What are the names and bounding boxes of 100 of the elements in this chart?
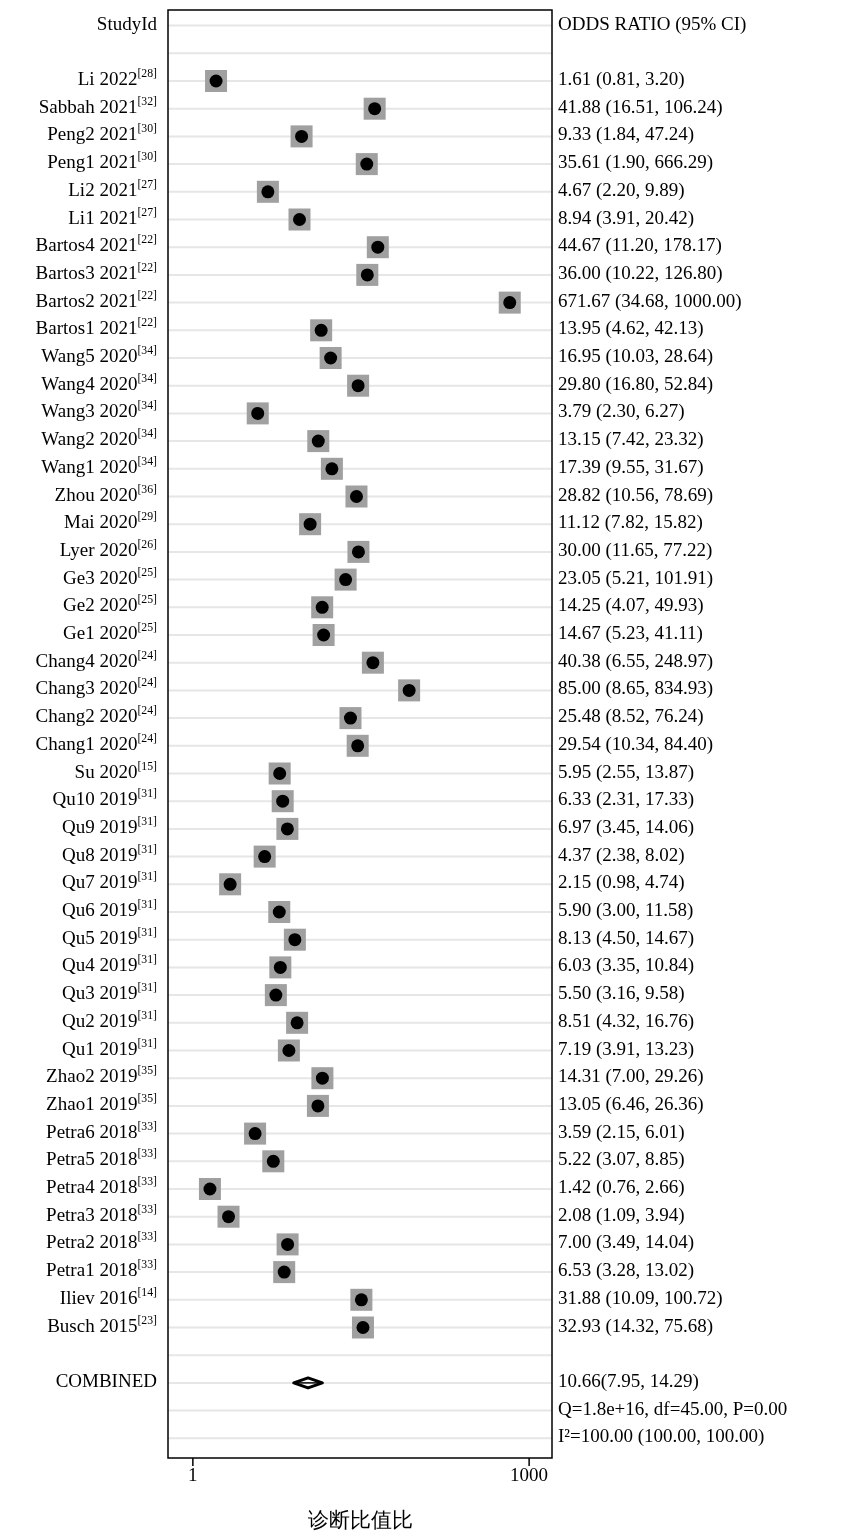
y-tick-label: Sabbah 2021$^{[32]}$ [38,94,158,118]
text: 36.00 (10.22, 126.80) [558,262,723,285]
y-tick-label: Peng2 2021$^{[30]}$ [47,122,158,145]
text: 5.90 (3.00, 11.58) [558,899,694,922]
text: 35.61 (1.90, 666.29) [558,151,714,174]
y-tick-label: Qu10 2019$^{[31]}$ [52,787,158,810]
y-tick-label: Wang5 2020$^{[34]}$ [41,344,158,367]
text: 14.31 (7.00, 29.26) [558,1065,704,1088]
x-axis-title: 诊断比值比 [307,1507,413,1532]
y-tick-label: Busch 2015$^{[23]}$ [47,1313,158,1336]
y-tick-label: Bartos1 2021$^{[22]}$ [35,316,158,339]
y-tick-label: Mai 2020$^{[29]}$ [64,510,158,533]
text: 25.48 (8.52, 76.24) [558,705,704,728]
text: 10.66(7.95, 14.29) [558,1370,699,1393]
text: 2.08 (1.09, 3.94) [558,1204,685,1227]
y-tick-label: Li 2022$^{[28]}$ [77,67,158,90]
text: 6.03 (3.35, 10.84) [558,954,695,977]
text: 23.05 (5.21, 101.91) [558,566,714,589]
text: 1.61 (0.81, 3.20) [558,68,685,91]
text: 14.67 (5.23, 41.11) [558,622,703,645]
text: 6.97 (3.45, 14.06) [558,816,695,839]
y-tick-label: Petra6 2018$^{[33]}$ [46,1119,158,1142]
y-tick-label: Petra3 2018$^{[33]}$ [46,1202,158,1226]
text: 5.22 (3.07, 8.85) [558,1148,685,1171]
y-tick-label: Li2 2021$^{[27]}$ [68,178,158,201]
y-tick-label: Chang4 2020$^{[24]}$ [35,648,158,672]
text: 29.80 (16.80, 52.84) [558,373,714,396]
y-tick-label: Qu4 2019$^{[31]}$ [61,953,158,976]
y-tick-label: Bartos4 2021$^{[22]}$ [35,233,158,256]
text: 85.00 (8.65, 834.93) [558,677,714,700]
text: Q=1.8e+16, df=45.00, P=0.00 [558,1397,788,1419]
text: 7.00 (3.49, 14.04) [558,1231,695,1254]
text: 13.05 (6.46, 26.36) [558,1093,704,1116]
text: 30.00 (11.65, 77.22) [558,539,713,562]
y-tick-label: Bartos3 2021$^{[22]}$ [35,261,158,284]
y-tick-label: Lyer 2020$^{[26]}$ [59,538,158,561]
text: 8.51 (4.32, 16.76) [558,1010,695,1033]
y-tick-label: Chang3 2020$^{[24]}$ [35,676,158,699]
text: 6.33 (2.31, 17.33) [558,788,695,811]
text: 8.94 (3.91, 20.42) [558,206,695,229]
text: 3.79 (2.30, 6.27) [558,400,685,423]
text: 5.50 (3.16, 9.58) [558,982,685,1005]
text: 9.33 (1.84, 47.24) [558,123,695,146]
text: 7.19 (3.91, 13.23) [558,1037,695,1060]
text: 31.88 (10.09, 100.72) [558,1287,723,1310]
y-tick-label: Chang1 2020$^{[24]}$ [35,732,158,755]
y-tick-label: Li1 2021$^{[27]}$ [68,205,158,228]
text: 2.15 (0.98, 4.74) [558,871,685,894]
y-tick-label: Chang2 2020$^{[24]}$ [35,704,158,727]
y-tick-label: Zhou 2020$^{[36]}$ [54,482,158,505]
text: 44.67 (11.20, 178.17) [558,234,722,257]
y-tick-label: Petra5 2018$^{[33]}$ [46,1147,158,1170]
text: 29.54 (10.34, 84.40) [558,733,714,756]
text: 40.38 (6.55, 248.97) [558,650,714,673]
y-tick-label: Qu2 2019$^{[31]}$ [61,1009,158,1032]
y-tick-label: Petra2 2018$^{[33]}$ [46,1230,158,1253]
y-tick-label: Iliev 2016$^{[14]}$ [59,1286,158,1309]
y-tick-label: Peng1 2021$^{[30]}$ [47,150,158,173]
text: 1.42 (0.76, 2.66) [558,1176,685,1199]
y-tick-label: Wang1 2020$^{[34]}$ [41,455,158,478]
y-tick-label: Qu7 2019$^{[31]}$ [61,870,158,893]
text: 32.93 (14.32, 75.68) [558,1314,714,1337]
text: 5.95 (2.55, 13.87) [558,760,695,783]
x-tick-label: 1000 [510,1464,549,1486]
y-tick-label: Zhao2 2019$^{[35]}$ [46,1064,158,1087]
y-tick-label: Wang3 2020$^{[34]}$ [41,399,158,422]
y-tick-label: Wang2 2020$^{[34]}$ [41,427,158,450]
y-tick-label: Bartos2 2021$^{[22]}$ [35,288,158,311]
y-tick-label: Su 2020$^{[15]}$ [74,759,158,782]
text: 4.37 (2.38, 8.02) [558,843,685,866]
y-tick-label: Petra1 2018$^{[33]}$ [46,1258,158,1281]
y-tick-label: Ge2 2020$^{[25]}$ [62,593,158,616]
text: ODDS RATIO (95% CI) [558,12,747,35]
text: 41.88 (16.51, 106.24) [558,96,723,119]
text: 6.53 (3.28, 13.02) [558,1259,695,1282]
y-tick-label: Qu8 2019$^{[31]}$ [61,842,158,865]
y-tick-label: Ge3 2020$^{[25]}$ [62,565,158,588]
y-tick-label: Ge1 2020$^{[25]}$ [62,621,158,644]
text: 671.67 (34.68, 1000.00) [558,289,742,312]
text: 8.13 (4.50, 14.67) [558,927,695,950]
y-tick-label: Qu5 2019$^{[31]}$ [61,925,158,949]
text: 13.15 (7.42, 23.32) [558,428,704,451]
text: 3.59 (2.15, 6.01) [558,1120,685,1143]
y-tick-label: Qu3 2019$^{[31]}$ [61,981,158,1004]
y-axis-title: StudyId [96,12,158,34]
text: 14.25 (4.07, 49.93) [558,594,704,617]
text: 28.82 (10.56, 78.69) [558,483,714,506]
text: 4.67 (2.20, 9.89) [558,179,685,202]
y-tick-label: Qu1 2019$^{[31]}$ [61,1036,158,1059]
y-tick-label: Zhao1 2019$^{[35]}$ [46,1092,158,1115]
y-tick-label: Wang4 2020$^{[34]}$ [41,371,158,395]
text: 16.95 (10.03, 28.64) [558,345,714,368]
y-tick-label: COMBINED [55,1370,157,1392]
text: 13.95 (4.62, 42.13) [558,317,704,340]
text: 11.12 (7.82, 15.82) [558,511,703,534]
y-tick-label: Qu9 2019$^{[31]}$ [61,815,158,838]
y-tick-label: Qu6 2019$^{[31]}$ [61,898,158,921]
text: 17.39 (9.55, 31.67) [558,456,704,479]
x-tick-label: 1 [188,1464,198,1486]
y-tick-label: Petra4 2018$^{[33]}$ [46,1175,158,1198]
